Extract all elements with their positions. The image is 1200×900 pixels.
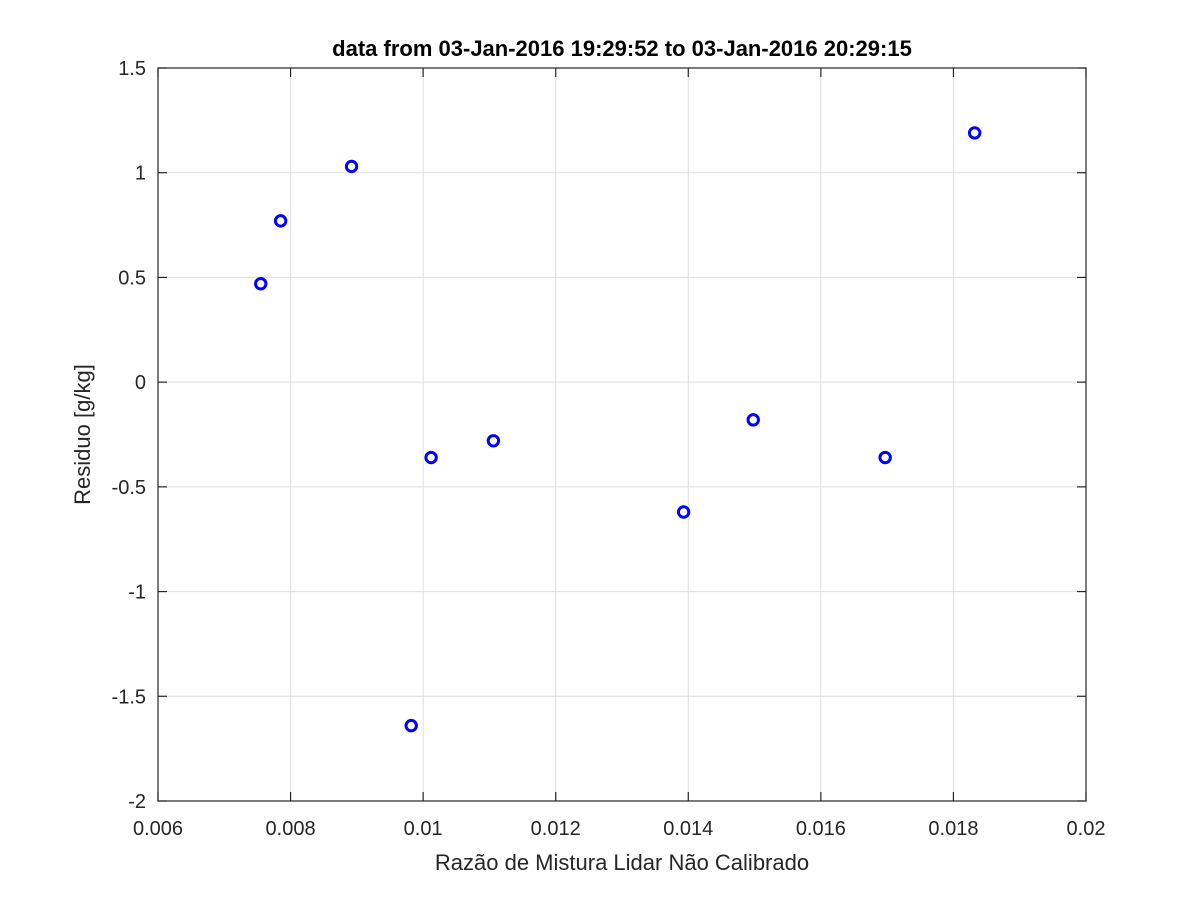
data-point xyxy=(746,413,760,427)
data-point xyxy=(254,277,268,291)
data-point xyxy=(878,450,892,465)
x-tick-label: 0.008 xyxy=(266,818,316,840)
chart-title: data from 03-Jan-2016 19:29:52 to 03-Jan… xyxy=(332,36,912,61)
x-tick-label: 0.018 xyxy=(928,818,978,840)
data-point xyxy=(273,214,288,228)
x-tick-label: 0.01 xyxy=(404,818,443,840)
y-tick-label: 0 xyxy=(135,372,146,394)
axis-ticks: 0.006 0.008 0.01 0.012 0.014 0.016 0.018 0.02 -2… xyxy=(112,58,1106,840)
y-tick-label: 0.5 xyxy=(118,267,146,289)
y-tick-label: 1 xyxy=(135,163,146,185)
data-point xyxy=(486,434,501,448)
x-tick-label: 0.016 xyxy=(796,818,846,840)
y-tick-label: -2 xyxy=(128,791,146,813)
data-point xyxy=(424,450,438,465)
plot-area xyxy=(158,68,1086,801)
y-tick-label: 1.5 xyxy=(118,58,146,80)
x-tick-label: 0.012 xyxy=(531,818,581,840)
y-tick-label: -1.5 xyxy=(112,686,146,708)
data-points xyxy=(254,126,982,733)
data-point xyxy=(967,126,982,140)
axes-box xyxy=(157,67,1087,802)
x-tick-label: 0.014 xyxy=(663,818,713,840)
grid-lines xyxy=(157,67,1087,802)
data-point xyxy=(404,718,418,733)
y-axis-label: Residuo [g/kg] xyxy=(70,364,95,505)
y-tick-label: -1 xyxy=(128,582,146,604)
data-point xyxy=(344,159,359,174)
y-tick-label: -0.5 xyxy=(112,477,146,499)
data-point xyxy=(676,505,691,519)
x-tick-label: 0.006 xyxy=(133,818,183,840)
x-tick-label: 0.02 xyxy=(1067,818,1106,840)
x-axis-label: Razão de Mistura Lidar Não Calibrado xyxy=(435,850,809,875)
